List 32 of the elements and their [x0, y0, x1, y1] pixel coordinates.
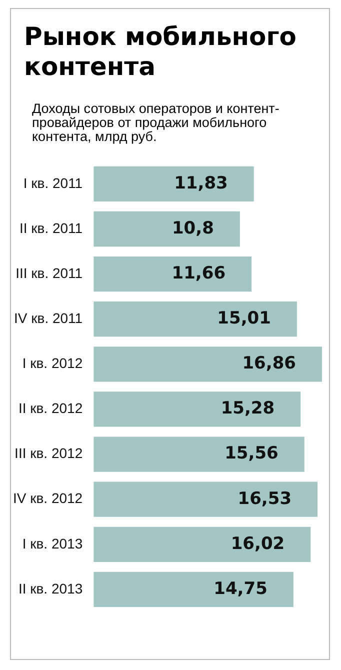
- data-label: 14,75: [214, 578, 268, 599]
- data-label: 15,01: [217, 308, 271, 329]
- bar: [94, 392, 301, 427]
- y-tick-label: I кв. 2012: [22, 355, 83, 372]
- y-tick-label: I кв. 2011: [23, 174, 83, 191]
- data-label: 15,28: [220, 398, 275, 419]
- bar: [94, 526, 311, 562]
- bar: [94, 482, 318, 517]
- bar: [94, 572, 294, 608]
- bar: [94, 211, 240, 247]
- bar: [94, 256, 252, 292]
- y-tick-label: IV кв. 2012: [12, 490, 83, 506]
- data-label: 11,83: [174, 173, 228, 194]
- chart-title: Рынок мобильного контента: [24, 22, 298, 82]
- bar: [94, 166, 254, 202]
- chart-subtitle: Доходы сотовых операторов и контент-провайдеров от продажи мобильного контента, млрд руб.: [32, 101, 280, 144]
- y-tick-label: II кв. 2013: [18, 580, 83, 596]
- y-tick-label: II кв. 2012: [18, 400, 83, 416]
- data-label: 11,66: [172, 263, 226, 284]
- y-tick-label: I кв. 2013: [22, 535, 83, 552]
- y-tick-label: II кв. 2011: [19, 220, 83, 236]
- data-label: 16,02: [230, 534, 285, 554]
- data-label: 16,53: [238, 488, 292, 509]
- y-tick-label: IV кв. 2011: [14, 310, 83, 326]
- bar: [94, 346, 322, 382]
- data-label: 16,86: [242, 354, 296, 374]
- bar: [94, 302, 297, 337]
- data-label: 10,8: [172, 218, 214, 238]
- data-label: 15,56: [224, 444, 278, 464]
- y-tick-label: III кв. 2011: [16, 264, 83, 281]
- y-tick-label: III кв. 2012: [14, 445, 83, 462]
- bar: [94, 436, 304, 472]
